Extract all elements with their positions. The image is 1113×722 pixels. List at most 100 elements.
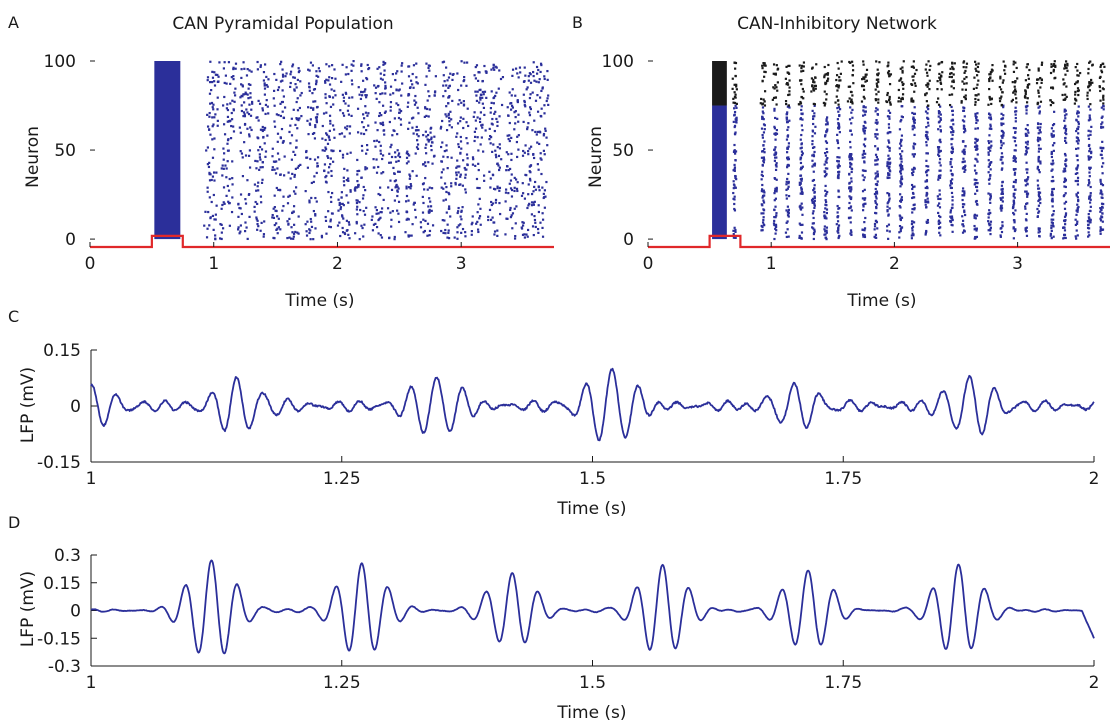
spike-point [211, 76, 215, 79]
spike-point [389, 179, 392, 182]
spike-point [1099, 189, 1102, 192]
spike-point [444, 228, 447, 232]
spike-point [239, 230, 242, 233]
spike-point [289, 142, 292, 145]
spike-point [802, 97, 805, 100]
spike-point [532, 203, 535, 206]
spike-point [525, 233, 528, 236]
spike-point [863, 188, 866, 191]
spike-point [209, 133, 212, 136]
spike-point [479, 111, 482, 114]
spike-point [1063, 236, 1066, 239]
spike-point [963, 71, 966, 74]
spike-point [541, 186, 544, 189]
spike-point [948, 103, 952, 107]
spike-point [278, 188, 282, 192]
spike-point [887, 141, 891, 144]
spike-point [280, 127, 284, 131]
spike-point [950, 93, 954, 96]
spike-point [434, 75, 437, 78]
spike-point [428, 108, 431, 111]
spike-point [482, 106, 486, 110]
spike-point [1066, 69, 1069, 72]
spike-point [1024, 127, 1028, 131]
spike-burst [823, 116, 829, 241]
spike-point [939, 125, 942, 128]
spike-point [276, 215, 279, 218]
spike-point [456, 226, 459, 229]
spike-point [341, 63, 344, 66]
spike-point [1100, 116, 1103, 119]
spike-point [938, 111, 941, 114]
spike-point [785, 102, 788, 106]
spike-point [242, 114, 245, 118]
spike-point [454, 181, 457, 185]
spike-point [374, 222, 377, 225]
spike-point [888, 95, 891, 99]
spike-point [416, 147, 420, 151]
spike-point [443, 182, 447, 185]
spike-point [499, 77, 503, 81]
spike-point [228, 177, 231, 181]
spike-point [1052, 64, 1055, 67]
spike-point [276, 227, 279, 230]
spike-point [898, 231, 901, 234]
spike-point [260, 201, 263, 204]
spike-point [1025, 66, 1028, 69]
spike-point [532, 233, 535, 237]
spike-burst [972, 60, 980, 106]
spike-series-0 [154, 60, 550, 241]
spike-point [471, 221, 474, 224]
spike-point [340, 214, 344, 217]
spike-point [1026, 104, 1029, 108]
spike-point [972, 87, 976, 90]
spike-point [407, 186, 411, 189]
spike-point [517, 113, 520, 116]
spike-point [490, 122, 493, 125]
spike-point [1102, 202, 1105, 206]
spike-point [939, 234, 942, 237]
spike-point [382, 60, 385, 63]
spike-point [849, 90, 853, 93]
spike-point [340, 196, 343, 199]
spike-point [1064, 179, 1067, 182]
y-tick-label: 0 [623, 230, 634, 250]
spike-point [1075, 81, 1078, 84]
spike-point [1027, 176, 1030, 179]
spike-point [1052, 162, 1055, 165]
spike-point [360, 90, 363, 94]
spike-point [1024, 89, 1027, 92]
spike-point [733, 209, 737, 212]
spike-point [276, 232, 279, 235]
spike-point [292, 108, 295, 111]
spike-point [340, 132, 344, 135]
spike-point [924, 233, 927, 236]
spike-point [950, 150, 953, 153]
spike-point [327, 210, 330, 213]
spike-point [864, 216, 867, 220]
spike-point [205, 149, 208, 152]
spike-point [912, 79, 915, 82]
spike-point [281, 68, 284, 71]
spike-point [296, 78, 299, 82]
spike-point [428, 138, 431, 142]
spike-point [457, 145, 461, 149]
spike-point [823, 151, 827, 155]
spike-point [445, 115, 448, 118]
spike-point [911, 168, 914, 171]
spike-point [510, 136, 513, 140]
spike-point [400, 70, 403, 73]
spike-point [874, 183, 878, 186]
spike-point [289, 85, 292, 89]
spike-point [378, 217, 381, 221]
spike-point [964, 145, 967, 148]
spike-point [1064, 73, 1067, 76]
spike-point [330, 64, 334, 67]
spike-point [835, 78, 838, 82]
spike-point [494, 201, 497, 204]
spike-point [1101, 172, 1104, 175]
spike-point [762, 112, 765, 115]
spike-point [733, 167, 736, 171]
spike-point [1051, 221, 1054, 225]
